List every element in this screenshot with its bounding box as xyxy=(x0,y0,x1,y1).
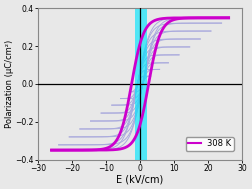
Y-axis label: Polarization (μC/cm²): Polarization (μC/cm²) xyxy=(5,40,14,128)
Bar xyxy=(135,5,147,163)
X-axis label: E (kV/cm): E (kV/cm) xyxy=(116,174,164,184)
Legend: 308 K: 308 K xyxy=(186,137,234,151)
